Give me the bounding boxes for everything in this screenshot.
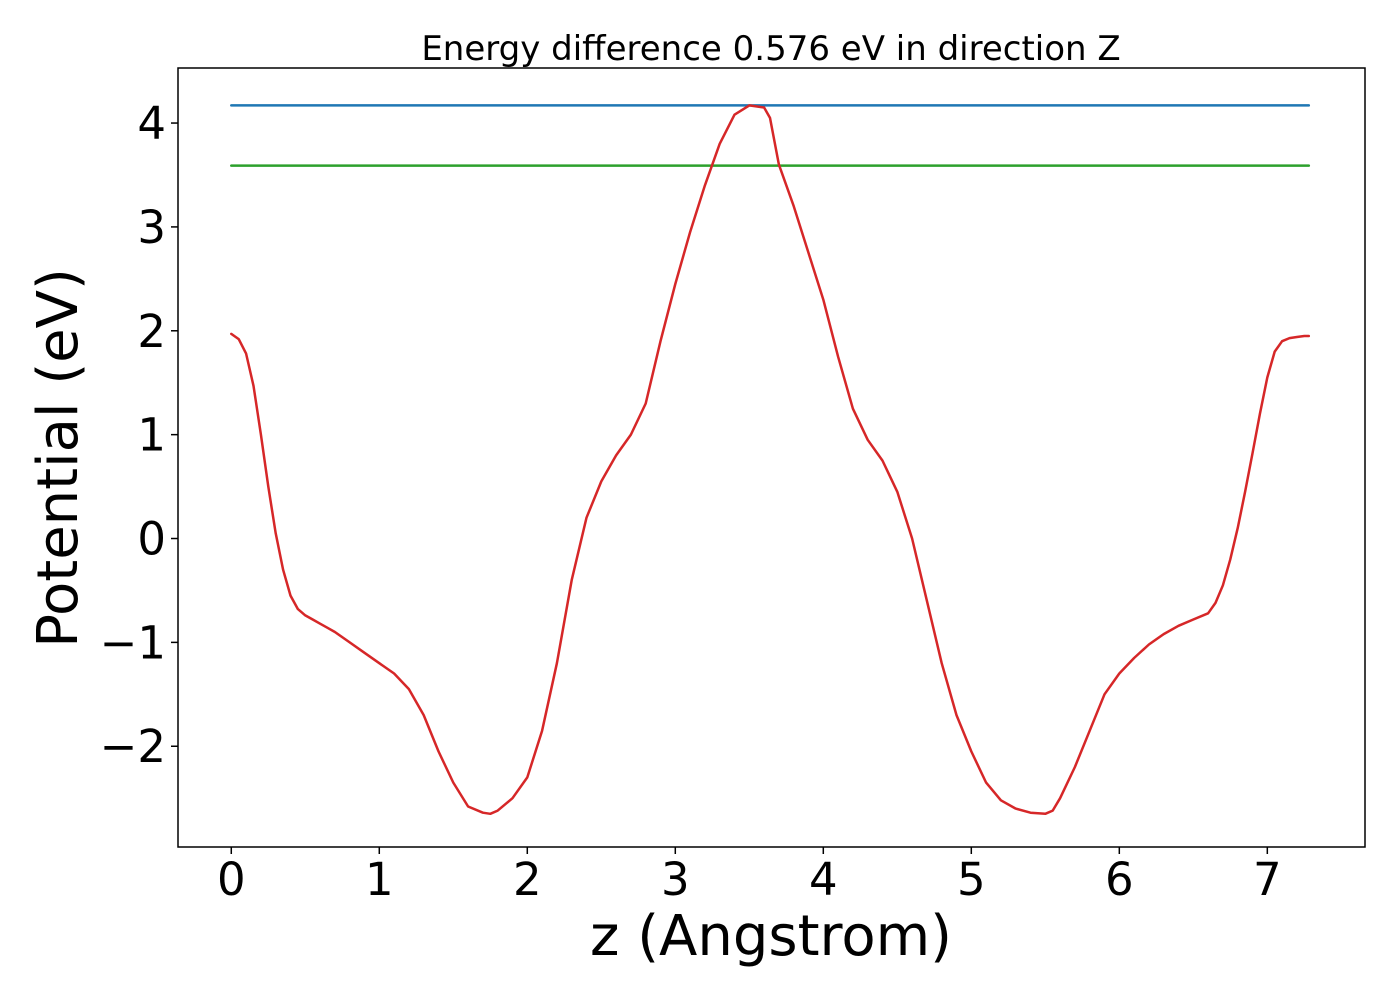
- y-tick-label: 4: [137, 97, 166, 150]
- x-axis: 0 1 2 3 4 5 6 7: [217, 847, 1282, 906]
- y-tick-label: 3: [137, 201, 166, 254]
- x-axis-label: z (Angstrom): [590, 904, 952, 969]
- x-tick-label: 3: [661, 853, 690, 906]
- y-axis: −2 −1 0 1 2 3 4: [100, 97, 178, 773]
- x-tick-label: 1: [365, 853, 394, 906]
- plot-frame: [177, 67, 1366, 848]
- x-tick-label: 2: [513, 853, 542, 906]
- series-layer: [230, 104, 1311, 816]
- y-tick-label: −1: [100, 616, 166, 669]
- y-tick-label: −2: [100, 720, 166, 773]
- chart-title: Energy difference 0.576 eV in direction …: [421, 29, 1120, 69]
- y-tick-label: 0: [137, 513, 166, 566]
- y-tick-label: 2: [137, 305, 166, 358]
- x-tick-label: 4: [809, 853, 838, 906]
- x-tick-label: 0: [217, 853, 246, 906]
- series-line-3: [230, 104, 1311, 816]
- x-tick-label: 5: [957, 853, 986, 906]
- x-tick-label: 6: [1105, 853, 1134, 906]
- x-tick-label: 7: [1253, 853, 1282, 906]
- y-axis-label: Potential (eV): [26, 268, 91, 648]
- y-tick-label: 1: [137, 409, 166, 462]
